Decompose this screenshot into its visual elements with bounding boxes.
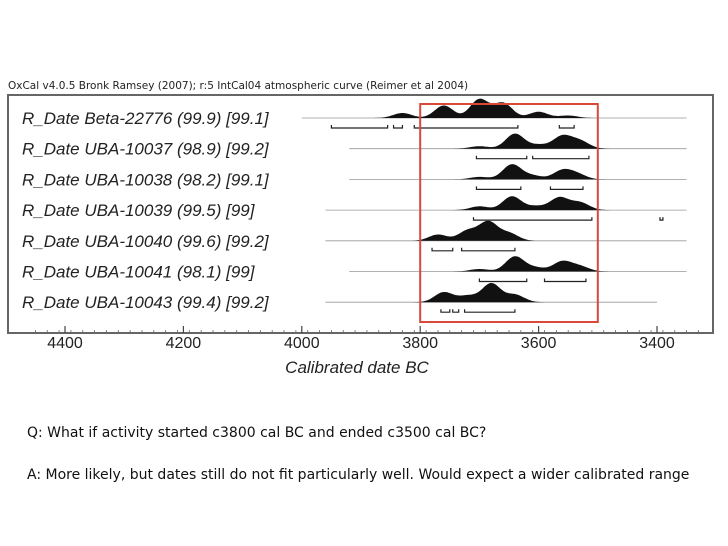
- series-label: R_Date UBA-10038 (98.2) [99.1]: [22, 170, 270, 189]
- probability-distribution: [349, 133, 687, 149]
- range-bracket: [558, 125, 575, 129]
- range-bracket: [549, 186, 584, 190]
- range-bracket: [392, 125, 404, 129]
- x-tick-label: 4000: [284, 335, 320, 352]
- range-bracket: [659, 217, 664, 221]
- series-label: R_Date UBA-10043 (99.4) [99.2]: [22, 293, 270, 312]
- range-bracket: [461, 247, 516, 252]
- x-tick-label: 4200: [166, 335, 202, 352]
- series-label: R_Date UBA-10037 (98.9) [99.2]: [22, 140, 270, 159]
- range-bracket: [478, 278, 528, 283]
- probability-distribution: [325, 196, 687, 211]
- range-bracket: [440, 309, 451, 313]
- chart-header: OxCal v4.0.5 Bronk Ramsey (2007); r:5 In…: [8, 80, 469, 92]
- range-bracket: [472, 217, 593, 221]
- probability-distribution: [325, 282, 657, 303]
- series-label: R_Date UBA-10041 (98.1) [99]: [22, 263, 256, 282]
- series-label: R_Date UBA-10040 (99.6) [99.2]: [22, 232, 270, 251]
- x-tick-label: 4400: [47, 335, 83, 352]
- range-bracket: [543, 278, 587, 283]
- series-label: R_Date UBA-10039 (99.5) [99]: [22, 201, 256, 220]
- series-label: R_Date Beta-22776 (99.9) [99.1]: [22, 109, 270, 128]
- range-bracket: [431, 247, 454, 252]
- x-tick-label: 3600: [521, 335, 557, 352]
- x-tick-label: 3800: [402, 335, 438, 352]
- range-bracket: [413, 125, 519, 129]
- answer-text: A: More likely, but dates still do not f…: [27, 467, 690, 483]
- highlight-box: [419, 103, 599, 323]
- x-axis-label: Calibrated date BC: [285, 358, 429, 377]
- range-bracket: [532, 155, 590, 160]
- range-bracket: [475, 186, 522, 190]
- range-bracket: [452, 309, 460, 313]
- probability-distribution: [325, 220, 687, 241]
- range-bracket: [330, 125, 389, 129]
- question-text: Q: What if activity started c3800 cal BC…: [27, 425, 487, 441]
- plot-frame: [7, 94, 714, 334]
- probability-distribution: [349, 256, 687, 272]
- x-tick-label: 3400: [639, 335, 675, 352]
- range-bracket: [475, 155, 528, 160]
- probability-distribution: [301, 98, 687, 118]
- probability-distribution: [349, 164, 687, 180]
- range-bracket: [464, 309, 516, 313]
